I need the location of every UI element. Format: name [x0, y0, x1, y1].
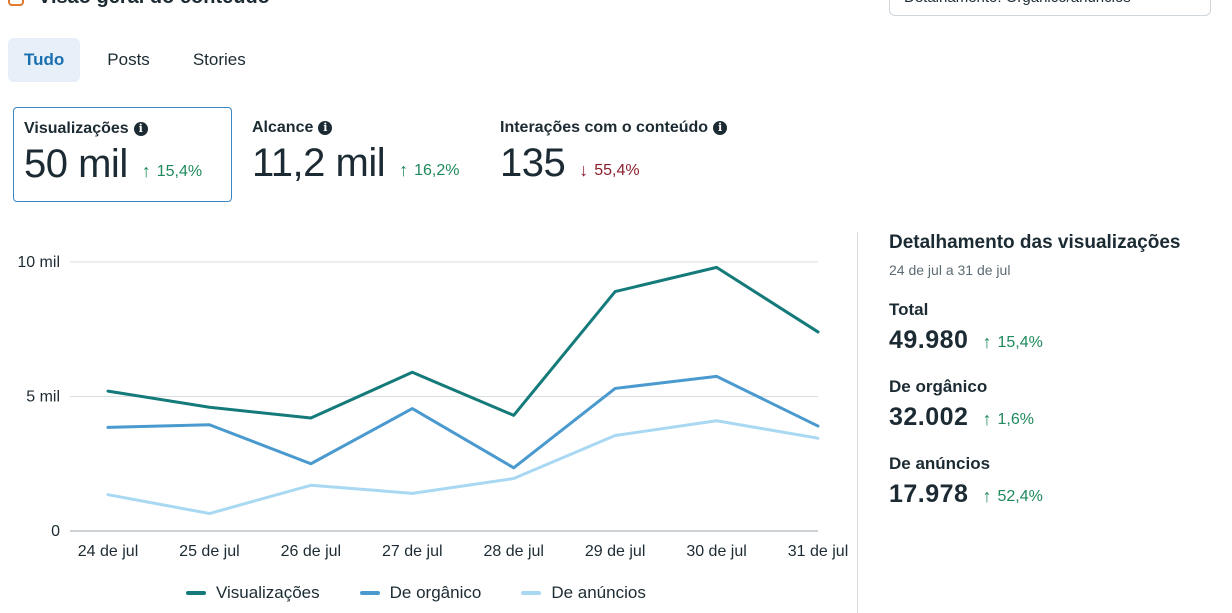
x-tick-label: 27 de jul — [382, 543, 443, 560]
legend-item-anuncios[interactable]: De anúncios — [521, 583, 646, 603]
arrow-up-icon: ↑ — [982, 486, 992, 506]
series-line — [106, 419, 820, 516]
breakdown-delta: 52,4% — [997, 487, 1043, 505]
breakdown-label: De anúncios — [889, 454, 991, 473]
info-icon[interactable]: i — [318, 121, 333, 135]
content-overview-icon — [8, 0, 24, 6]
breakdown-organico: De orgânico 32.002 ↑ 1,6% — [889, 377, 1219, 432]
breakdown-dropdown[interactable]: Detalhamento: Orgânico/anúncios — [889, 0, 1211, 16]
metric-value: 135 — [500, 141, 566, 185]
breakdown-panel: Detalhamento das visualizações 24 de jul… — [889, 232, 1219, 509]
legend-label: De orgânico — [389, 583, 482, 602]
series-line — [106, 265, 820, 420]
x-tick-label: 30 de jul — [686, 543, 747, 560]
content-tabs: Tudo Posts Stories — [8, 38, 273, 82]
arrow-up-icon: ↑ — [141, 161, 151, 181]
tab-stories[interactable]: Stories — [192, 50, 246, 69]
legend-swatch — [521, 591, 542, 595]
breakdown-delta: 1,6% — [997, 410, 1034, 428]
y-tick-label: 5 mil — [26, 389, 60, 406]
metric-label: Visualizações — [24, 120, 129, 137]
arrow-up-icon: ↑ — [982, 332, 992, 352]
y-tick-label: 0 — [51, 523, 60, 540]
x-tick-label: 25 de jul — [179, 543, 240, 560]
info-icon[interactable]: i — [133, 122, 148, 136]
x-tick-label: 24 de jul — [78, 543, 139, 560]
legend-label: Visualizações — [216, 583, 320, 602]
breakdown-total: Total 49.980 ↑ 15,4% — [889, 300, 1219, 355]
metric-delta: 15,4% — [156, 162, 203, 180]
breakdown-value: 49.980 — [889, 326, 969, 354]
arrow-up-icon: ↑ — [399, 160, 409, 180]
breakdown-title: Detalhamento das visualizações — [889, 232, 1181, 253]
page-title: Visão geral do conteúdo — [8, 0, 270, 9]
breakdown-label: De orgânico — [889, 377, 988, 396]
panel-divider — [857, 232, 858, 613]
breakdown-value: 17.978 — [889, 480, 969, 508]
arrow-up-icon: ↑ — [982, 409, 992, 429]
x-tick-label: 28 de jul — [483, 543, 544, 560]
breakdown-anuncios: De anúncios 17.978 ↑ 52,4% — [889, 454, 1219, 509]
metric-label: Interações com o conteúdo — [500, 119, 709, 136]
legend-item-organico[interactable]: De orgânico — [359, 583, 482, 603]
legend-label: De anúncios — [551, 583, 646, 602]
tab-tudo[interactable]: Tudo — [8, 38, 81, 82]
views-line-chart: 0 5 mil 10 mil 24 de jul 25 de jul 26 de jul 2… — [0, 225, 860, 613]
x-tick-label: 31 de jul — [788, 543, 849, 560]
breakdown-date-range: 24 de jul a 31 de jul — [889, 262, 1011, 278]
metric-card-alcance[interactable]: Alcance i 11,2 mil ↑ 16,2% — [242, 107, 482, 202]
legend-item-visualizacoes[interactable]: Visualizações — [186, 583, 320, 603]
x-tick-label: 29 de jul — [585, 543, 646, 560]
x-tick-label: 26 de jul — [281, 543, 342, 560]
y-tick-label: 10 mil — [17, 254, 60, 271]
chart-svg: 0 5 mil 10 mil 24 de jul 25 de jul 26 de jul 2… — [17, 254, 849, 560]
metric-value: 11,2 mil — [252, 141, 386, 185]
metric-label: Alcance — [252, 119, 314, 136]
arrow-down-icon: ↓ — [579, 160, 589, 180]
metric-delta: 16,2% — [414, 161, 460, 179]
legend-swatch — [186, 591, 206, 595]
breakdown-value: 32.002 — [889, 403, 969, 431]
tab-posts[interactable]: Posts — [107, 50, 150, 69]
metric-card-visualizacoes[interactable]: Visualizações i 50 mil ↑ 15,4% — [13, 107, 232, 202]
metric-card-interacoes[interactable]: Interações com o conteúdo i 135 ↓ 55,4% — [490, 107, 770, 202]
breakdown-label: Total — [889, 300, 929, 319]
legend-swatch — [359, 591, 380, 595]
metric-value: 50 mil — [24, 142, 128, 186]
info-icon[interactable]: i — [713, 121, 728, 135]
chart-legend: Visualizações De orgânico De anúncios — [186, 583, 686, 603]
series-line — [106, 374, 820, 470]
breakdown-delta: 15,4% — [997, 333, 1043, 351]
metric-delta: 55,4% — [594, 161, 640, 179]
